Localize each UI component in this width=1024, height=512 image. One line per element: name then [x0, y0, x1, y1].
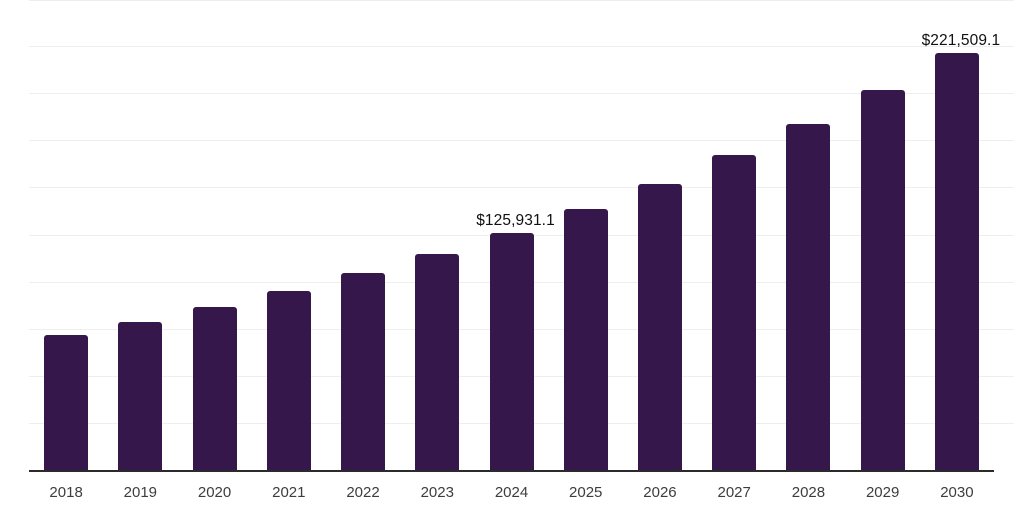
gridline [29, 0, 1014, 1]
bar-2022[interactable] [341, 273, 386, 470]
bar-2025[interactable] [563, 209, 608, 470]
x-axis-line [29, 470, 994, 472]
bar-2020[interactable] [192, 307, 237, 470]
x-axis-label-2018: 2018 [49, 484, 83, 501]
x-axis-label-2020: 2020 [197, 484, 232, 501]
bar-2024[interactable] [489, 232, 534, 470]
bar-2021[interactable] [266, 291, 311, 470]
gridline [29, 46, 1014, 48]
gridline [29, 93, 1014, 95]
bar-2023[interactable] [415, 254, 460, 470]
bar-2029[interactable] [860, 90, 905, 470]
bar-2028[interactable] [786, 124, 831, 470]
data-label-2030: $221,509.1 [921, 31, 1001, 49]
data-label-2024: $125,931.1 [476, 211, 555, 229]
bar-2026[interactable] [637, 183, 682, 470]
gridline [29, 187, 1014, 189]
x-axis-label-2023: 2023 [420, 484, 454, 501]
x-axis-label-2027: 2027 [717, 484, 751, 501]
gridline [29, 140, 1014, 142]
x-axis-label-2029: 2029 [865, 484, 900, 501]
x-axis-label-2021: 2021 [272, 484, 306, 501]
x-axis-label-2028: 2028 [791, 484, 826, 501]
bar-2019[interactable] [118, 321, 163, 470]
x-axis-label-2024: 2024 [494, 484, 529, 501]
x-axis-label-2022: 2022 [346, 484, 380, 501]
x-axis-label-2019: 2019 [123, 484, 158, 501]
bar-2030[interactable] [934, 52, 979, 470]
x-axis-label-2030: 2030 [940, 484, 974, 501]
x-axis-label-2025: 2025 [569, 484, 603, 501]
bar-2018[interactable] [44, 335, 89, 470]
bar-2027[interactable] [712, 155, 757, 470]
x-axis-label-2026: 2026 [643, 484, 677, 501]
